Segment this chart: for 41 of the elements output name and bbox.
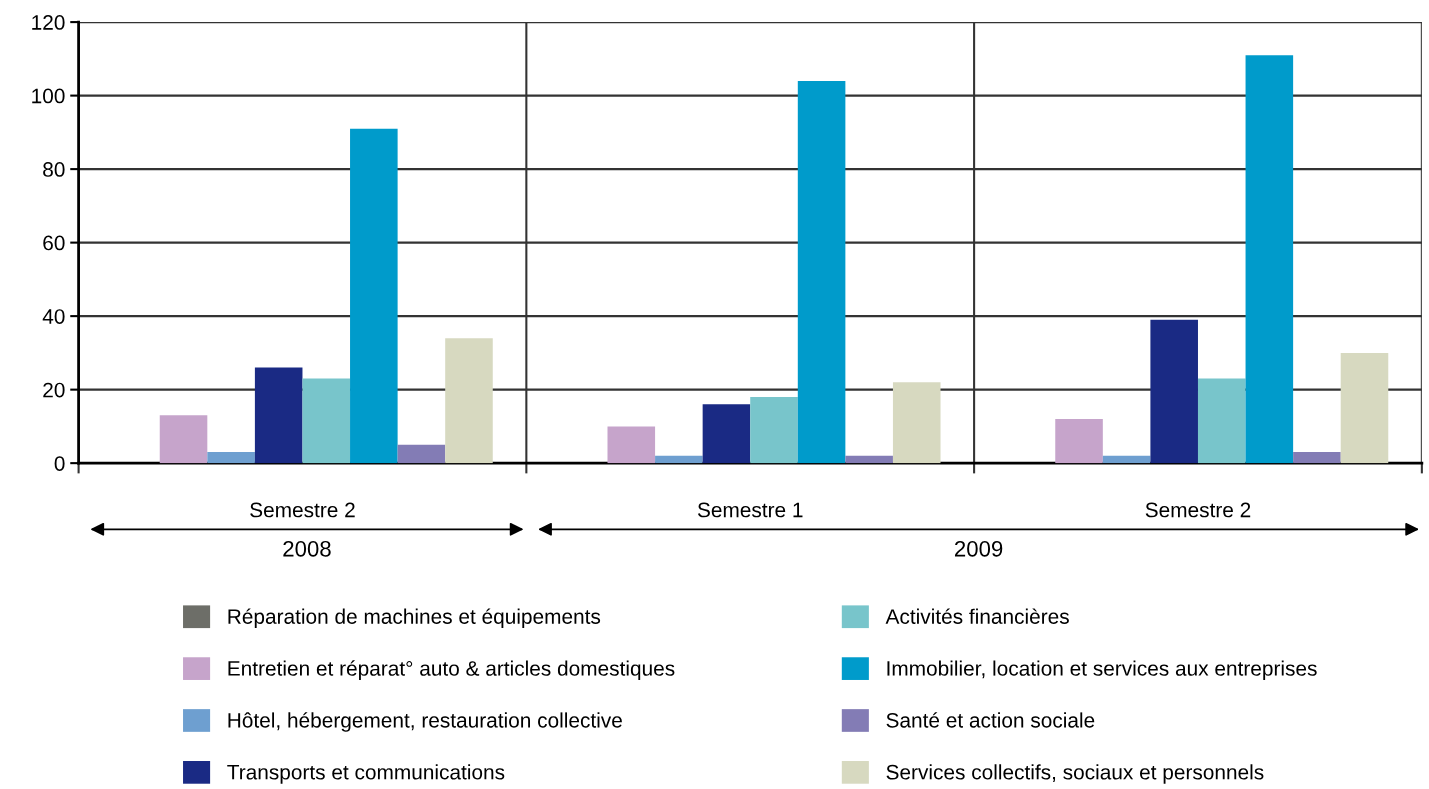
bar [702, 404, 751, 464]
bar [655, 455, 703, 464]
legend-label: Immobilier, location et services aux entreprises [887, 660, 1317, 680]
bar [1340, 352, 1389, 464]
legend-label: Activités financières [885, 608, 1069, 624]
bar [892, 382, 941, 464]
bar [607, 426, 656, 464]
legend-label: Entretien et réparat° auto & articles domestiques [228, 660, 675, 680]
legend-label: Santé et action sociale [886, 712, 1095, 728]
legend-label: Réparation de machines et équipements [228, 608, 601, 629]
bar [845, 455, 893, 464]
bar [445, 338, 493, 464]
text: 2009 [954, 540, 1003, 557]
text: 2008 [283, 540, 331, 557]
legend-label: Hôtel, hébergement, restauration collective [228, 712, 622, 732]
y-tick-label: 40 [42, 309, 65, 324]
bar [1150, 319, 1198, 464]
x-tick-label: Semestre 1 [697, 502, 803, 518]
y-tick-label: 100 [32, 88, 65, 104]
bar [302, 378, 351, 464]
bar [254, 367, 303, 464]
y-tick-label: 120 [32, 15, 65, 30]
bar [750, 396, 798, 464]
bar [1245, 55, 1294, 464]
bar [1055, 419, 1103, 464]
legend-label: Transports et communications [227, 764, 505, 784]
bar [797, 80, 846, 464]
y-tick-label: 0 [54, 456, 65, 471]
x-tick-label: Semestre 2 [250, 502, 355, 518]
y-tick-label: 20 [43, 382, 65, 398]
bar [1197, 378, 1246, 464]
legend-label: Services collectifs, sociaux et personnels [886, 764, 1264, 784]
y-tick-label: 60 [43, 235, 65, 251]
bar [1293, 452, 1341, 464]
bar [1102, 455, 1151, 464]
y-tick-label: 80 [43, 162, 65, 177]
bar [159, 415, 208, 464]
x-tick-label: Semestre 2 [1145, 502, 1251, 518]
bar [207, 452, 255, 464]
bar [397, 444, 446, 464]
bar [350, 128, 398, 464]
